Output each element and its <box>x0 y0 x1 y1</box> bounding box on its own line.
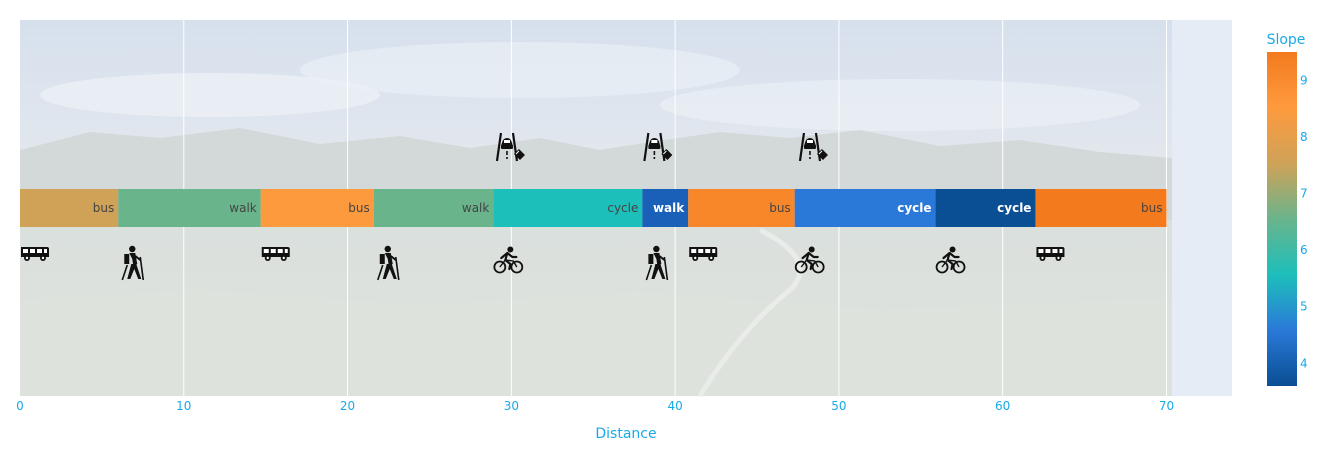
colorbar-title: Slope <box>1267 32 1306 48</box>
colorbar-scale <box>1267 52 1297 386</box>
bar-segment-cycle <box>794 189 936 227</box>
x-tick-label: 50 <box>831 399 846 413</box>
x-tick-labels: 0 10 20 30 40 50 60 70 <box>16 399 1174 413</box>
colorbar-tick-label: 7 <box>1300 187 1308 201</box>
bar-segment-bus <box>20 189 119 227</box>
x-axis-title: Distance <box>595 426 656 442</box>
colorbar-tick-label: 5 <box>1300 300 1308 314</box>
bar-label: cycle <box>997 201 1031 215</box>
x-tick-label: 0 <box>16 399 24 413</box>
x-tick-label: 70 <box>1159 399 1174 413</box>
bar-label: bus <box>348 201 369 215</box>
colorbar-tick-label: 9 <box>1300 73 1308 87</box>
bar-segment-cycle <box>935 189 1036 227</box>
bar-segment-bus <box>1035 189 1167 227</box>
bars: bus walk bus walk cycle walk bus cycle cycle bus <box>20 189 1167 227</box>
bar-segment-walk <box>373 189 494 227</box>
x-tick-label: 60 <box>995 399 1010 413</box>
bar-segment-cycle <box>493 189 643 227</box>
x-tick-label: 20 <box>340 399 355 413</box>
x-tick-label: 40 <box>667 399 682 413</box>
colorbar-tick-label: 6 <box>1300 243 1308 257</box>
bar-label: cycle <box>607 201 638 215</box>
x-tick-label: 30 <box>504 399 519 413</box>
bar-label: cycle <box>897 201 931 215</box>
bar-label: bus <box>93 201 114 215</box>
x-tick-label: 10 <box>176 399 191 413</box>
bar-segment-walk <box>118 189 261 227</box>
colorbar-tick-label: 8 <box>1300 130 1308 144</box>
bar-label: bus <box>1141 201 1162 215</box>
bar-label: walk <box>462 201 490 215</box>
bar-segment-bus <box>260 189 374 227</box>
colorbar: Slope 4 5 6 7 8 9 <box>1267 32 1308 386</box>
bar-segment-walk <box>642 189 689 227</box>
colorbar-tick-label: 4 <box>1300 356 1308 370</box>
bar-label: bus <box>769 201 790 215</box>
bar-segment-bus <box>688 189 795 227</box>
bar-label: walk <box>653 201 685 215</box>
colorbar-tick-labels: 4 5 6 7 8 9 <box>1300 73 1308 370</box>
bar-label: walk <box>229 201 257 215</box>
